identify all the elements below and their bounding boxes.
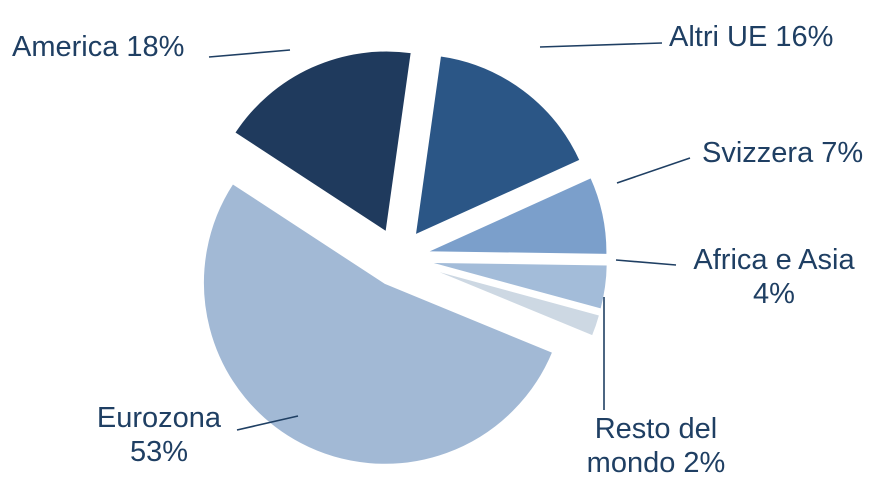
data-label-africa-e-asia-line2: 4% — [753, 278, 795, 310]
pie-slices — [201, 49, 609, 466]
leader-line-altri-ue — [539, 42, 663, 48]
leader-line-africa-e-asia — [615, 259, 677, 266]
pie-slice-altri-ue — [413, 54, 582, 238]
data-label-svizzera: Svizzera 7% — [702, 137, 864, 169]
data-label-resto-del-mondo: Resto del mondo 2% — [571, 412, 741, 480]
data-label-altri-ue: Altri UE 16% — [669, 21, 834, 53]
leader-lines — [208, 42, 691, 431]
data-label-eurozona-line1: Eurozona — [96, 402, 222, 434]
pie-slice-svizzera — [424, 175, 609, 256]
pie-slice-eurozona — [201, 181, 555, 466]
data-label-america: America 18% — [12, 31, 185, 63]
data-label-resto-line2: mondo 2% — [586, 447, 726, 479]
pie-slice-america — [232, 49, 413, 235]
data-label-africa-e-asia-line1: Africa e Asia — [693, 244, 855, 276]
data-label-eurozona: Eurozona 53% — [84, 401, 234, 469]
pie-slice-resto-del-mondo — [424, 266, 602, 338]
leader-line-eurozona — [236, 415, 299, 431]
pie-slice-africa-e-asia — [425, 260, 609, 311]
leader-line-svizzera — [616, 157, 691, 184]
data-label-eurozona-line2: 53% — [129, 436, 189, 468]
leader-line-america — [208, 49, 291, 58]
data-label-resto-line1: Resto del — [594, 413, 718, 445]
data-label-africa-e-asia: Africa e Asia 4% — [684, 243, 864, 311]
